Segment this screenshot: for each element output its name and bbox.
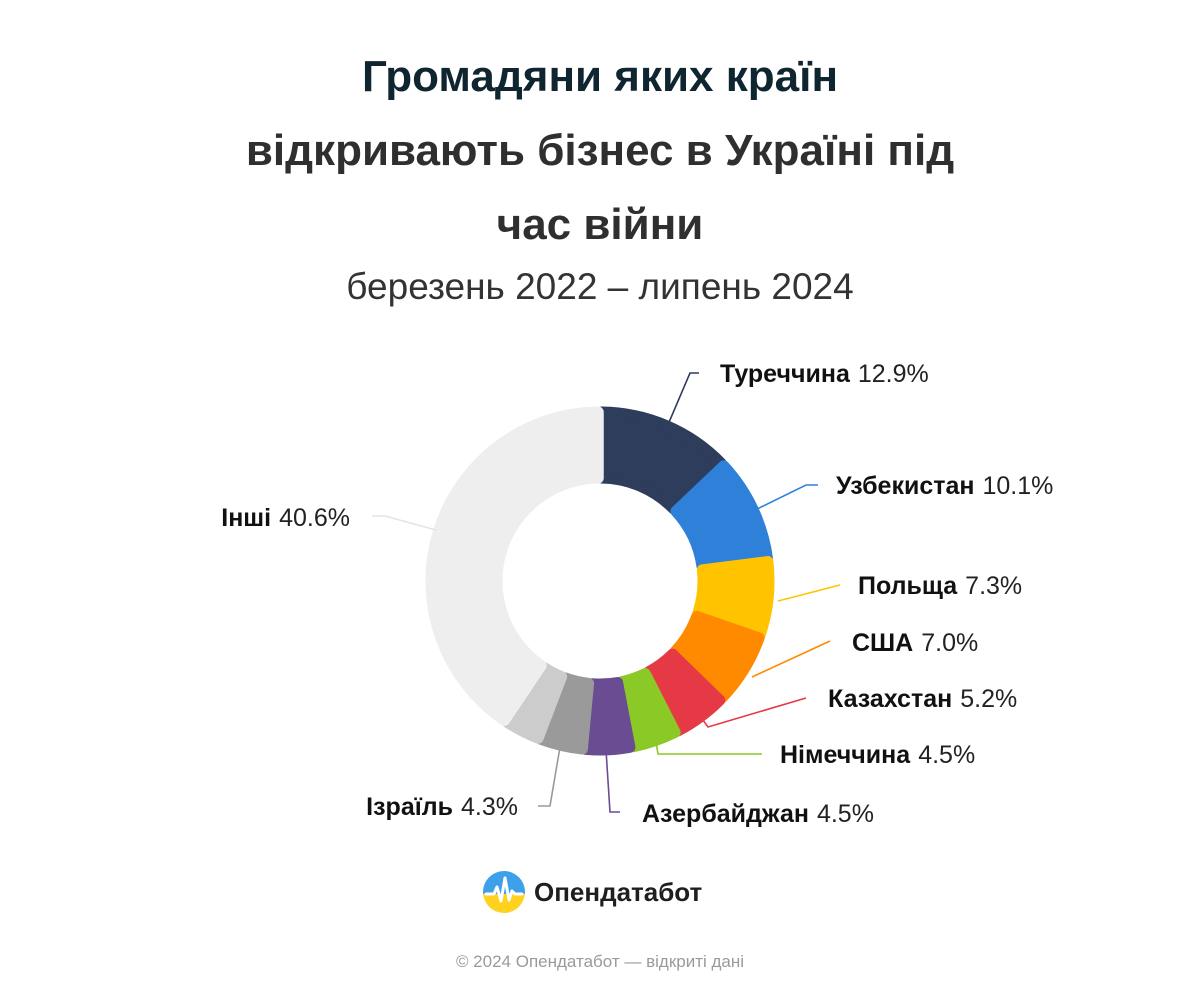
opendatabot-logo-icon xyxy=(483,871,525,913)
chart-title-line-1: Громадяни яких країн xyxy=(361,52,839,101)
leader-line-others xyxy=(372,515,437,531)
label-value-poland: 7.3% xyxy=(965,572,1022,600)
brand-logo: Опендатабот xyxy=(482,868,702,916)
brand-name: Опендатабот xyxy=(534,876,703,907)
label-name-poland: Польща xyxy=(858,572,958,600)
leader-line-turkey xyxy=(666,372,699,428)
label-name-kazakhstan: Казахстан xyxy=(828,685,952,713)
chart-title-line-2: відкривають бізнес в Україні під xyxy=(245,126,955,175)
label-turkey: Туреччина 12.9% xyxy=(720,360,929,388)
leader-line-germany xyxy=(655,741,762,755)
label-kazakhstan: Казахстан 5.2% xyxy=(828,685,1017,713)
label-name-germany: Німеччина xyxy=(780,741,911,769)
leader-line-israel xyxy=(538,746,561,807)
chart-title: Громадяни яких країн відкривають бізнес … xyxy=(0,40,1200,262)
leader-line-azerbaijan xyxy=(605,749,620,813)
label-poland: Польща 7.3% xyxy=(858,572,1022,600)
copyright-text: © 2024 Опендатабот — відкриті дані xyxy=(455,952,745,971)
label-uzbekistan: Узбекистан 10.1% xyxy=(836,472,1053,500)
label-value-turkey: 12.9% xyxy=(858,360,929,388)
label-germany: Німеччина 4.5% xyxy=(780,741,975,769)
label-value-usa: 7.0% xyxy=(921,629,978,657)
label-leader-lines xyxy=(372,372,841,813)
label-value-germany: 4.5% xyxy=(918,741,975,769)
donut-slices xyxy=(425,406,775,756)
label-name-turkey: Туреччина xyxy=(720,360,851,388)
label-name-others: Інші xyxy=(221,504,271,532)
chart-title-line-3: час війни xyxy=(496,200,704,249)
label-value-others: 40.6% xyxy=(279,504,350,532)
label-value-azerbaijan: 4.5% xyxy=(817,800,874,828)
slice-others xyxy=(425,406,604,726)
label-name-israel: Ізраїль xyxy=(366,793,453,821)
label-israel: Ізраїль 4.3% xyxy=(366,793,518,821)
label-name-uzbekistan: Узбекистан xyxy=(836,472,975,500)
leader-line-usa xyxy=(751,640,831,678)
label-name-azerbaijan: Азербайджан xyxy=(642,800,809,828)
chart-subtitle: березень 2022 – липень 2024 xyxy=(346,266,854,307)
label-azerbaijan: Азербайджан 4.5% xyxy=(642,800,874,828)
label-name-usa: США xyxy=(852,629,913,657)
label-value-israel: 4.3% xyxy=(461,793,518,821)
label-value-kazakhstan: 5.2% xyxy=(960,685,1017,713)
label-others: Інші 40.6% xyxy=(221,504,350,532)
slice-labels: Туреччина 12.9% Узбекистан 10.1% Польща 7.3% С… xyxy=(221,360,1053,828)
label-value-uzbekistan: 10.1% xyxy=(983,472,1054,500)
leader-line-poland xyxy=(777,584,841,602)
leader-line-uzbekistan xyxy=(752,484,818,512)
label-usa: США 7.0% xyxy=(852,629,978,657)
leader-line-kazakhstan xyxy=(699,697,807,728)
